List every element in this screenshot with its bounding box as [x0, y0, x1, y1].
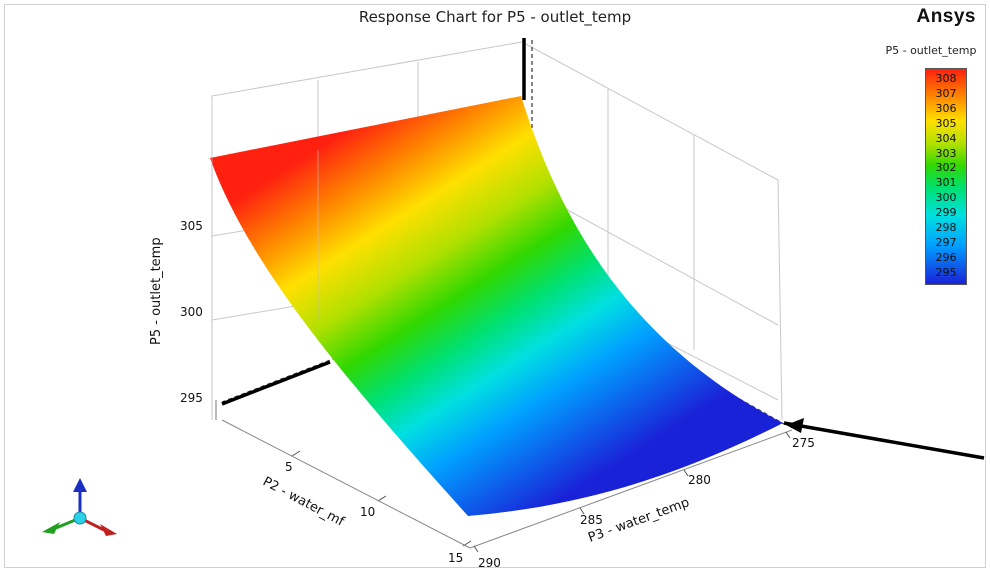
y-tick-label: 290: [478, 556, 501, 570]
y-tick-label: 285: [580, 513, 603, 527]
response-surface[interactable]: [210, 96, 783, 516]
colorbar-tick-label: 307: [935, 86, 957, 100]
x-tick-label: 10: [360, 505, 375, 519]
colorbar-tick-label: 300: [935, 191, 957, 205]
axis-arrowhead: [786, 418, 804, 433]
x-axis-line: [221, 419, 471, 549]
z-tick-label: 295: [180, 391, 203, 405]
front-grid: [211, 150, 319, 410]
z-tick-label: 300: [180, 305, 203, 319]
colorbar-tick-label: 295: [935, 265, 957, 279]
z-axis-ticks: 295 300 305: [180, 219, 203, 405]
chart-title: Response Chart for P5 - outlet_temp: [358, 8, 632, 26]
coordinate-triad-icon[interactable]: [42, 478, 117, 536]
colorbar-tick-label: 308: [935, 72, 957, 85]
x-axis-tick-labels: 5 10 15: [285, 460, 463, 565]
axis-lines: [221, 38, 985, 460]
x-axis-label: P2 - water_mf: [260, 474, 347, 530]
chart-frame: [4, 4, 986, 568]
colorbar-tick-label: 296: [935, 250, 957, 264]
colorbar-tick-label: 299: [935, 206, 957, 220]
colorbar: [925, 68, 967, 285]
y-tick-label: 275: [792, 436, 815, 450]
colorbar-tick-label: 303: [935, 146, 957, 160]
colorbar-title: P5 - outlet_temp: [885, 44, 977, 57]
y-axis-ticks: [473, 431, 791, 553]
colorbar-tick-label: 305: [935, 116, 957, 130]
colorbar-tick-label: 304: [935, 131, 957, 145]
x-tick-label: 5: [285, 460, 293, 474]
colorbar-tick-label: 298: [935, 221, 957, 234]
y-tick-label: 280: [688, 473, 711, 487]
z-axis-label: P5 - outlet_temp: [149, 237, 164, 345]
z-tick-label: 305: [180, 219, 203, 233]
colorbar-ticks: 308 307 306 305 304 303 302 301 300 299 298 297 296 2…: [925, 68, 967, 285]
colorbar-tick-label: 297: [935, 235, 957, 249]
y-axis-tick-labels: 275 280 285 290: [478, 436, 815, 570]
colorbar-tick-label: 306: [935, 101, 957, 115]
y-axis-line: [469, 429, 793, 549]
x-tick-label: 15: [448, 551, 463, 565]
colorbar-tick-label: 302: [935, 161, 957, 175]
colorbar-tick-label: 301: [935, 176, 957, 190]
ansys-logo: Ansys: [916, 6, 976, 27]
